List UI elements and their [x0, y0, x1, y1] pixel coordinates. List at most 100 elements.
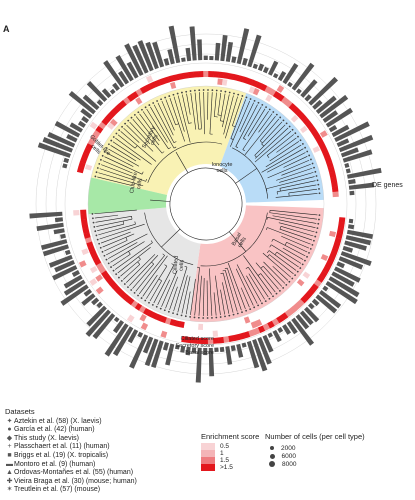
- heatmap-cell: [337, 174, 344, 182]
- tree-leaf: [260, 273, 276, 293]
- leaf-point: [301, 263, 304, 266]
- leaf-point: [189, 315, 192, 318]
- leaf-point: [95, 234, 98, 237]
- tree-leaf: [132, 119, 163, 154]
- leaf-point: [159, 307, 162, 310]
- heatmap-cell: [66, 210, 73, 217]
- tree-leaf: [281, 235, 310, 249]
- tree-node: [266, 250, 270, 254]
- heatmap-cell: [187, 71, 194, 79]
- de-gene-bar: [342, 245, 354, 253]
- leaf-point: [228, 91, 231, 94]
- tree-branch: [228, 231, 247, 252]
- de-gene-bar: [71, 270, 80, 277]
- tree-leaf: [101, 164, 146, 182]
- de-gene-bar: [42, 244, 69, 257]
- heatmap-cell: [305, 121, 314, 130]
- heatmap-cell: [95, 262, 104, 270]
- heatmap-cell: [257, 89, 265, 98]
- heatmap-cell: [293, 282, 302, 291]
- de-gene-bar: [60, 233, 66, 239]
- tree-leaf: [112, 254, 131, 267]
- heatmap-cell: [98, 121, 107, 130]
- leaf-point: [257, 101, 260, 104]
- leaf-point: [197, 316, 200, 319]
- heatmap-cell: [299, 113, 308, 122]
- leaf-point: [268, 108, 271, 111]
- tree-node: [150, 240, 153, 243]
- heatmap-cell: [78, 259, 87, 268]
- tree-leaf: [263, 261, 286, 284]
- dataset-label: Briggs et al. (19) (X. tropicalis): [14, 451, 109, 459]
- tree-leaf: [217, 92, 222, 116]
- enrichment-level: 0.5: [220, 443, 230, 450]
- tree-leaf: [104, 156, 143, 175]
- de-gene-bar: [342, 149, 373, 163]
- heatmap-cell: [226, 328, 234, 336]
- heatmap-cell: [307, 287, 316, 296]
- heatmap-cell: [284, 108, 292, 117]
- heatmap-cell: [110, 97, 119, 106]
- heatmap-cell: [123, 294, 131, 303]
- heatmap-rings: [35, 33, 377, 375]
- cell-count-level: 6000: [281, 452, 296, 460]
- de-gene-bar: [348, 218, 354, 224]
- heatmap-cell: [203, 63, 209, 71]
- heatmap-cell: [122, 88, 131, 97]
- leaf-point: [118, 276, 120, 279]
- heatmap-cell: [76, 234, 84, 241]
- de-gene-bar: [319, 94, 349, 119]
- heatmap-cell: [212, 323, 218, 330]
- leaf-point: [100, 158, 102, 161]
- heatmap-cell: [95, 286, 104, 295]
- heatmap-cell: [288, 103, 297, 111]
- leaf-point: [172, 93, 175, 96]
- tree-leaf: [222, 272, 234, 313]
- heatmap-cell: [101, 129, 110, 138]
- tree-leaf: [99, 223, 145, 240]
- heatmap-cell: [284, 309, 293, 318]
- heatmap-cell: [123, 105, 132, 114]
- tree-leaf: [123, 127, 140, 143]
- leaf-point: [127, 286, 129, 289]
- ciliated-sector: [88, 207, 201, 321]
- tree-branch: [150, 199, 171, 202]
- heatmap-cell: [322, 152, 331, 160]
- tree-leaf: [99, 168, 135, 181]
- tree-leaf: [272, 215, 317, 224]
- heatmap-cell: [99, 109, 108, 118]
- tree-leaf: [98, 172, 144, 187]
- de-gene-bar: [63, 279, 86, 296]
- heatmap-cell: [226, 79, 233, 87]
- heatmap-cell: [83, 232, 91, 239]
- tree-node: [188, 122, 192, 124]
- heatmap-cell: [283, 292, 292, 301]
- heatmap-cell: [248, 329, 256, 337]
- heatmap-cell: [68, 230, 76, 238]
- heatmap-cell: [217, 336, 225, 344]
- heatmap-cell: [79, 156, 88, 164]
- leaf-point: [285, 122, 288, 125]
- tree-leaf: [222, 282, 230, 314]
- tree-leaf: [114, 242, 153, 270]
- heatmap-cell: [284, 99, 293, 108]
- de-gene-bar: [220, 35, 228, 62]
- heatmap-cell: [305, 279, 314, 288]
- de-gene-bar: [208, 347, 215, 377]
- heatmap-cell: [176, 66, 183, 74]
- tree-leaf: [146, 266, 168, 299]
- heatmap-cell: [207, 337, 214, 344]
- de-gene-bar: [252, 63, 258, 70]
- leaf-point: [241, 95, 244, 97]
- tree-leaf: [94, 214, 119, 219]
- heatmap-cell: [296, 278, 305, 287]
- leaf-point: [308, 251, 310, 254]
- tree-leaf: [281, 163, 311, 176]
- leaf-point: [268, 297, 271, 300]
- ring-guide: [45, 43, 367, 365]
- heatmap-cell: [298, 286, 307, 295]
- enrichment-swatch: [201, 457, 215, 464]
- tree-leaf: [202, 278, 205, 316]
- leaf-point: [275, 113, 278, 116]
